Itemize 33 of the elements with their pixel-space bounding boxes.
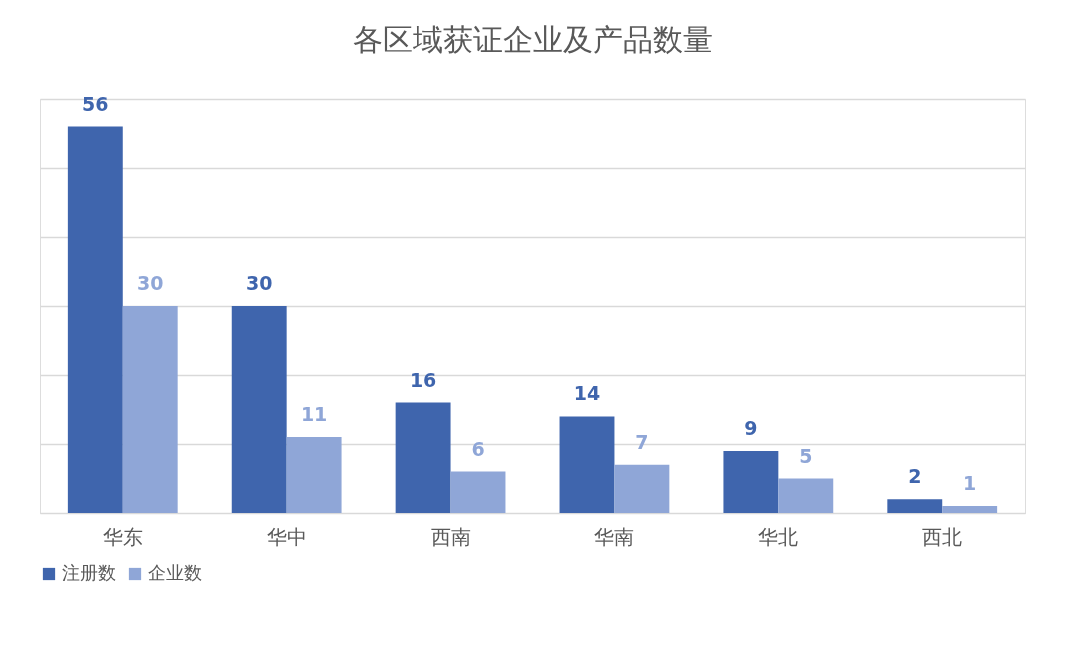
data-label: 1 <box>963 472 977 495</box>
bar <box>450 471 506 513</box>
data-label: 7 <box>635 430 649 453</box>
data-label: 11 <box>300 403 328 426</box>
data-label: 30 <box>245 272 273 294</box>
bar <box>887 499 943 513</box>
bar <box>614 464 670 513</box>
bar <box>231 306 287 513</box>
x-tick-label: 华南 <box>594 524 635 549</box>
data-label: 16 <box>409 368 437 391</box>
data-label: 6 <box>471 437 485 460</box>
x-tick-label: 华北 <box>758 524 799 549</box>
bar <box>723 450 779 513</box>
data-label: 56 <box>82 92 109 115</box>
bar <box>286 437 342 513</box>
data-label: 30 <box>136 272 164 294</box>
x-tick-label: 西北 <box>922 524 963 549</box>
bar <box>395 402 451 513</box>
bar <box>122 306 178 513</box>
data-label: 14 <box>573 382 601 405</box>
x-tick-label: 西南 <box>430 524 471 549</box>
data-label: 2 <box>908 465 922 488</box>
bar <box>559 416 615 513</box>
x-tick-label: 华东 <box>102 524 143 549</box>
chart-title: 各区域获证企业及产品数量 <box>352 21 713 57</box>
bar <box>778 478 834 513</box>
data-label: 9 <box>744 416 758 439</box>
bar <box>67 126 123 513</box>
legend-label: 注册数 <box>62 562 116 583</box>
x-tick-label: 华中 <box>266 524 307 549</box>
data-label: 5 <box>799 444 813 467</box>
bar <box>942 506 998 513</box>
legend-label: 企业数 <box>148 562 202 583</box>
